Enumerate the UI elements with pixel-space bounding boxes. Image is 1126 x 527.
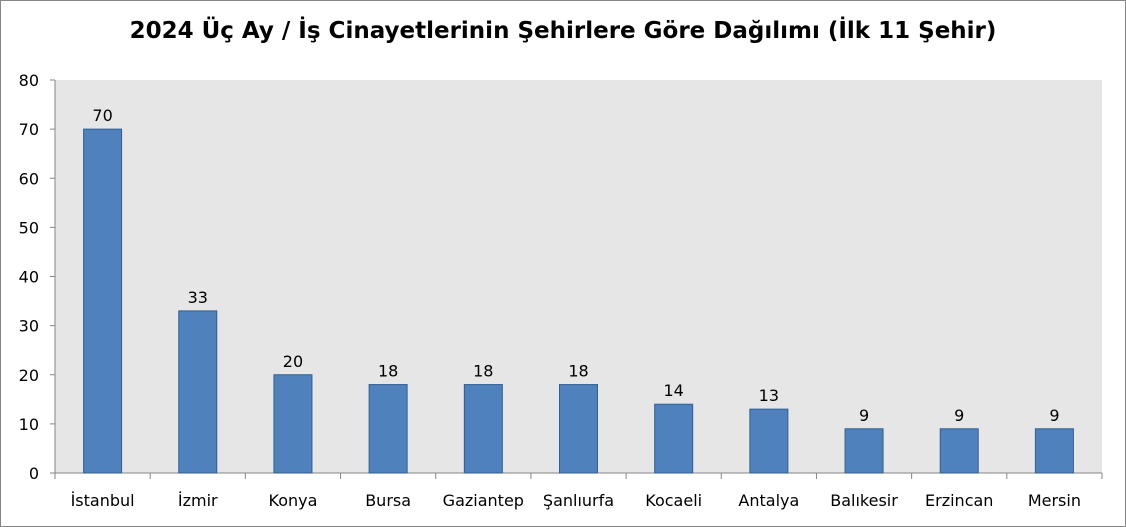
y-tick-label: 80 — [19, 71, 39, 90]
y-tick-label: 50 — [19, 218, 39, 237]
y-tick-label: 0 — [29, 464, 39, 483]
bar — [939, 428, 979, 474]
data-label: 9 — [859, 406, 869, 425]
x-tick-label: İzmir — [178, 491, 218, 510]
bar — [749, 408, 789, 474]
data-label: 14 — [664, 381, 684, 400]
y-tick-label: 60 — [19, 169, 39, 188]
x-tick-label: Mersin — [1028, 491, 1081, 510]
x-tick-label: Gaziantep — [443, 491, 524, 510]
x-tick-labels: İstanbul İzmir Konya Bursa Gaziantep Şanlıurf… — [71, 491, 1081, 510]
bar — [178, 310, 218, 474]
bars — [83, 128, 1074, 474]
y-tick-label: 70 — [19, 120, 39, 139]
x-tick-label: Erzincan — [925, 491, 993, 510]
x-tick-label: Konya — [269, 491, 318, 510]
x-tick-label: Balıkesir — [830, 491, 898, 510]
bar — [83, 128, 123, 474]
y-tick-labels: 0 10 20 30 40 50 60 70 80 — [19, 71, 39, 483]
data-label: 13 — [759, 386, 779, 405]
data-label: 9 — [1049, 406, 1059, 425]
data-label: 33 — [188, 288, 208, 307]
bar — [368, 384, 408, 474]
bar — [273, 374, 313, 474]
bar — [844, 428, 884, 474]
x-tick-label: Bursa — [365, 491, 411, 510]
data-labels: 70 33 20 18 18 18 14 13 9 9 9 — [92, 106, 1059, 425]
bar — [1034, 428, 1074, 474]
y-tick-label: 30 — [19, 317, 39, 336]
data-label: 18 — [568, 362, 588, 381]
y-tick-label: 10 — [19, 415, 39, 434]
data-label: 20 — [283, 352, 303, 371]
data-label: 9 — [954, 406, 964, 425]
data-label: 18 — [473, 362, 493, 381]
data-label: 18 — [378, 362, 398, 381]
bar — [463, 384, 503, 474]
y-tick-label: 20 — [19, 366, 39, 385]
x-tick-label: Antalya — [738, 491, 799, 510]
x-tick-label: Kocaeli — [645, 491, 702, 510]
bar — [559, 384, 598, 474]
x-tick-label: Şanlıurfa — [543, 491, 614, 510]
bar — [654, 403, 694, 474]
data-label: 70 — [92, 106, 112, 125]
x-tick-label: İstanbul — [71, 491, 135, 510]
y-tick-label: 40 — [19, 268, 39, 287]
chart-title: 2024 Üç Ay / İş Cinayetlerinin Şehirlere… — [129, 18, 997, 44]
